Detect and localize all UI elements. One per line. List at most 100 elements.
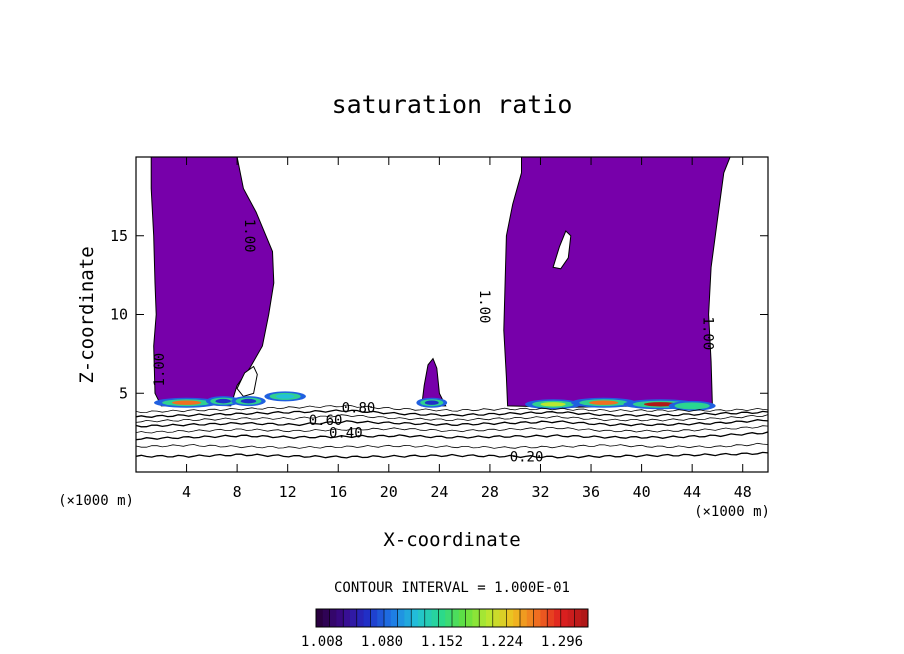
x-tick-label-12: 12 [279,483,297,501]
contour-label-2: 1.00 [152,353,168,387]
hotspot-peak-6 [540,402,566,407]
contour-labels: 1.00 1.00 1.00 1.00 0.800.600.40 0.20 [152,219,716,465]
x-tick-label-28: 28 [481,483,499,501]
supersaturated-region-3 [503,157,731,408]
isoline-0.70 [136,414,768,423]
x-tick-label-8: 8 [233,483,242,501]
colorbar-frame [315,608,589,628]
isoline-0.40 [136,431,768,441]
colorbar-cell-4 [336,609,344,627]
contour-label-8: 0.20 [510,449,544,465]
colorbar-cell-11 [384,609,392,627]
colorbar-cell-15 [411,609,419,627]
contour-interval-text: CONTOUR INTERVAL = 1.000E-01 [334,580,570,596]
colorbar-cell-21 [452,609,460,627]
colorbar-cell-24 [472,609,480,627]
isoline-0.20 [136,451,768,459]
hotspot-peak-7 [589,400,619,405]
y-tick-label-10: 10 [110,306,128,324]
colorbar-cell-2 [322,609,331,627]
contour-label-1: 1.00 [241,219,257,253]
colorbar-cell-29 [506,609,514,627]
colorbar-tick-label-5: 1.296 [541,634,583,650]
colorbar-cell-36 [554,609,562,627]
colorbar-cell-31 [520,609,528,627]
x-tick-label-40: 40 [633,483,651,501]
x-tick-label-4: 4 [182,483,191,501]
x-axis-ticks: 4 8 12 16 20 24 28 32 36 40 44 48 [182,157,752,501]
x-unit-label: (×1000 m) [694,504,770,520]
colorbar-cell-12 [390,609,399,627]
contour-label-6: 0.60 [309,413,343,429]
hotspot-peak-9 [681,403,703,409]
hotspot-peak-4 [275,394,295,399]
colorbar-cell-34 [540,609,548,627]
colorbar-cell-28 [499,609,507,627]
colorbar-cell-25 [479,609,487,627]
contour-label-4: 1.00 [700,317,716,351]
x-axis-label: X-coordinate [383,529,520,551]
contour-label-5: 0.80 [342,400,376,416]
colorbar-cell-35 [547,609,555,627]
isoline-0.50 [136,425,768,434]
colorbar [315,608,589,628]
contour-label-3: 1.00 [476,290,492,324]
colorbar-cell-33 [533,609,541,627]
z-unit-label: (×1000 m) [58,493,134,509]
colorbar-cell-40 [581,609,589,627]
colorbar-cell-26 [486,609,494,627]
x-tick-label-20: 20 [380,483,398,501]
contour-label-7: 0.40 [329,426,363,442]
colorbar-cell-23 [465,609,473,627]
colorbar-cell-37 [560,609,569,627]
colorbar-tick-label-3: 1.152 [421,634,463,650]
y-tick-label-15: 15 [110,227,128,245]
isolines [136,404,768,459]
hotspot-peak-3 [240,398,257,404]
supersaturated-regions [150,157,731,408]
colorbar-cell-39 [574,609,582,627]
colorbar-tick-label-1: 1.008 [301,634,343,650]
colorbar-tick-label-4: 1.224 [481,634,523,650]
hole-2 [552,230,572,270]
hotspots [154,391,716,411]
colorbar-cell-6 [350,609,358,627]
colorbar-cell-22 [458,609,467,627]
x-tick-label-48: 48 [734,483,752,501]
colorbar-cell-38 [567,609,575,627]
colorbar-cell-32 [526,609,535,627]
colorbar-cell-1 [316,609,324,627]
supersaturated-region-1 [150,157,275,407]
colorbar-ticks: 1.008 1.080 1.152 1.224 1.296 [301,634,583,650]
colorbar-cell-5 [343,609,351,627]
colorbar-cell-8 [363,609,371,627]
x-tick-label-24: 24 [430,483,448,501]
colorbar-cell-13 [397,609,405,627]
hotspot-peak-2 [215,398,231,404]
colorbar-cell-19 [438,609,446,627]
x-tick-label-32: 32 [531,483,549,501]
colorbar-cell-20 [445,609,453,627]
y-axis-ticks: 5 10 15 [110,227,768,402]
y-axis-label: Z-coordinate [76,246,98,383]
colorbar-cell-9 [370,609,378,627]
x-tick-label-36: 36 [582,483,600,501]
chart-title: saturation ratio [332,90,573,119]
isoline-0.80 [136,409,768,418]
plot-area: 1.00 1.00 1.00 1.00 0.800.600.40 0.20 [136,157,768,465]
colorbar-cell-17 [424,609,433,627]
x-tick-label-44: 44 [683,483,701,501]
isoline-0.90 [136,404,768,414]
colorbar-cell-16 [418,609,426,627]
colorbar-tick-label-2: 1.080 [361,634,403,650]
colorbar-cell-30 [513,609,521,627]
isoline-0.30 [136,442,768,449]
colorbar-cell-27 [492,609,501,627]
isoline-0.60 [136,419,768,428]
colorbar-cell-10 [377,609,385,627]
y-tick-label-5: 5 [119,384,128,402]
colorbar-cell-7 [356,609,365,627]
hotspot-peak-1 [171,400,202,405]
x-tick-label-16: 16 [329,483,347,501]
